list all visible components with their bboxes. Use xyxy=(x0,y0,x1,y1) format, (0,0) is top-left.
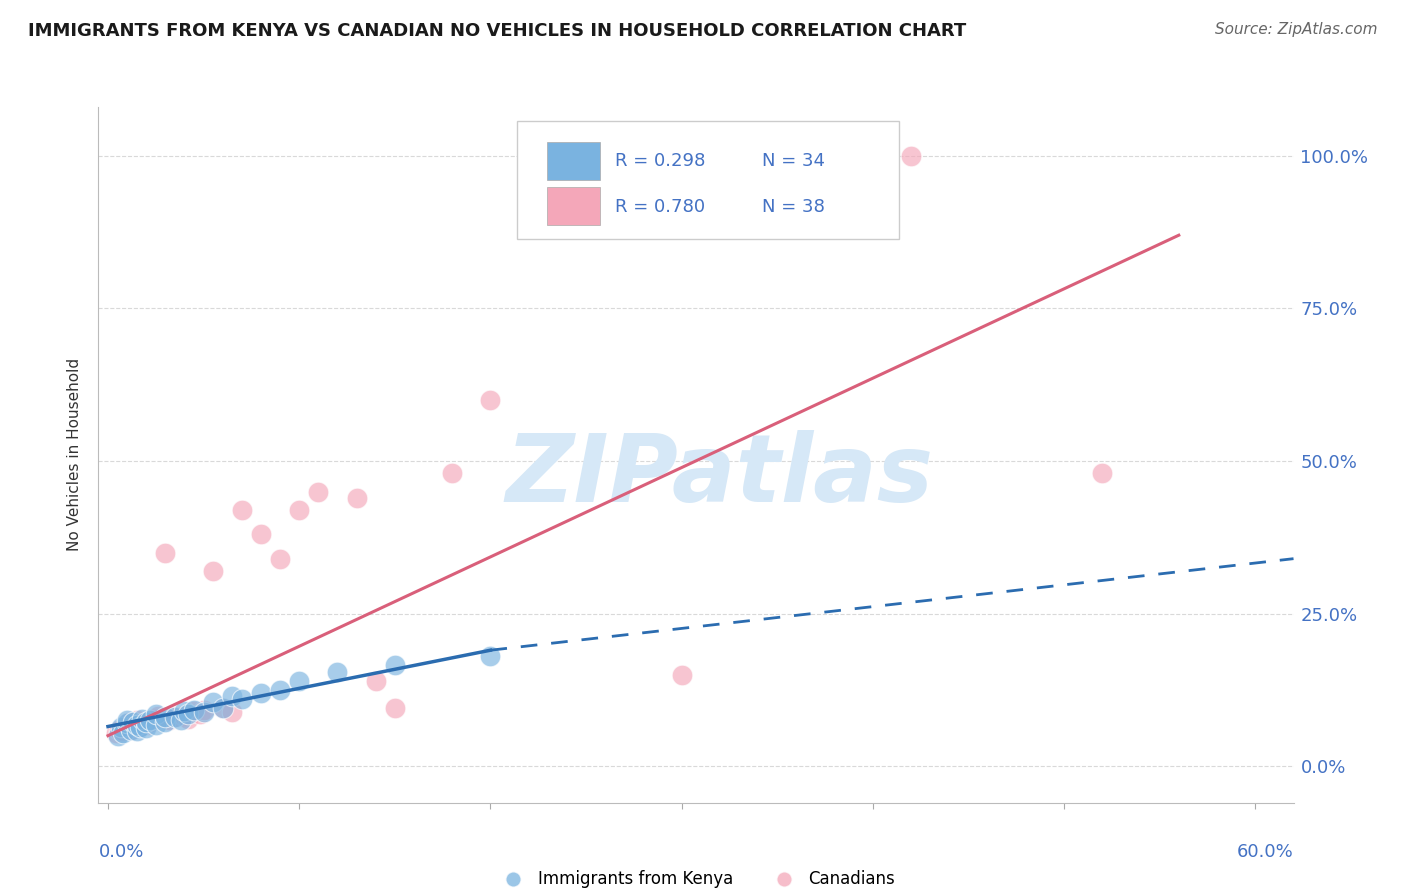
Point xyxy=(346,491,368,505)
Text: R = 0.780: R = 0.780 xyxy=(614,197,704,216)
Y-axis label: No Vehicles in Household: No Vehicles in Household xyxy=(67,359,83,551)
Point xyxy=(125,714,148,728)
Point xyxy=(157,714,180,728)
Point xyxy=(121,715,143,730)
Point xyxy=(221,706,243,720)
Point xyxy=(231,692,253,706)
Point xyxy=(307,484,329,499)
Point xyxy=(211,701,233,715)
Point xyxy=(142,712,165,726)
Text: 60.0%: 60.0% xyxy=(1237,843,1294,861)
Point xyxy=(115,719,138,733)
FancyBboxPatch shape xyxy=(547,142,600,180)
Point xyxy=(146,709,169,723)
Text: Source: ZipAtlas.com: Source: ZipAtlas.com xyxy=(1215,22,1378,37)
Point xyxy=(188,707,211,722)
Point xyxy=(120,723,142,737)
Point xyxy=(269,682,291,697)
Point xyxy=(288,673,311,688)
Point xyxy=(173,704,195,718)
Point xyxy=(145,717,167,731)
Point xyxy=(479,649,502,664)
Point xyxy=(108,723,131,737)
Point xyxy=(163,710,186,724)
Point xyxy=(193,703,215,717)
Point xyxy=(129,719,152,733)
Point xyxy=(155,710,177,724)
Point xyxy=(131,716,153,731)
Point xyxy=(115,714,138,728)
Point xyxy=(110,719,132,733)
Text: 0.0%: 0.0% xyxy=(98,843,143,861)
Point xyxy=(183,703,205,717)
Point xyxy=(183,704,205,718)
Point xyxy=(384,658,406,673)
Legend: Immigrants from Kenya, Canadians: Immigrants from Kenya, Canadians xyxy=(496,871,896,888)
Point xyxy=(193,706,215,720)
Point xyxy=(104,725,127,739)
Point xyxy=(900,149,922,163)
Point xyxy=(231,503,253,517)
Point xyxy=(163,710,186,724)
Point xyxy=(118,715,141,730)
Point xyxy=(384,701,406,715)
Point xyxy=(177,712,200,726)
Point xyxy=(135,715,157,730)
Point xyxy=(177,707,200,722)
Point xyxy=(124,717,146,731)
Text: N = 38: N = 38 xyxy=(762,197,824,216)
Point xyxy=(120,723,142,737)
Point xyxy=(115,716,138,731)
Text: IMMIGRANTS FROM KENYA VS CANADIAN NO VEHICLES IN HOUSEHOLD CORRELATION CHART: IMMIGRANTS FROM KENYA VS CANADIAN NO VEH… xyxy=(28,22,966,40)
Point xyxy=(107,729,129,743)
Point xyxy=(125,717,148,731)
Point xyxy=(441,467,464,481)
Point xyxy=(135,717,157,731)
Point xyxy=(671,667,693,681)
Point xyxy=(135,722,157,736)
Point xyxy=(155,545,177,559)
Text: R = 0.298: R = 0.298 xyxy=(614,153,704,170)
Point xyxy=(250,527,273,541)
Point xyxy=(202,695,225,709)
Point xyxy=(125,723,148,738)
Point xyxy=(202,564,225,578)
Text: ZIPatlas: ZIPatlas xyxy=(506,430,934,522)
Point xyxy=(139,714,162,728)
Point xyxy=(326,665,349,679)
Point xyxy=(1091,467,1114,481)
Point xyxy=(145,707,167,722)
FancyBboxPatch shape xyxy=(517,121,900,239)
Point xyxy=(288,503,311,517)
Point xyxy=(364,673,387,688)
Point xyxy=(221,689,243,703)
FancyBboxPatch shape xyxy=(547,187,600,226)
Text: N = 34: N = 34 xyxy=(762,153,825,170)
Point xyxy=(169,714,191,728)
Point xyxy=(155,715,177,730)
Point xyxy=(112,723,135,738)
Point xyxy=(250,686,273,700)
Point xyxy=(128,719,150,733)
Point xyxy=(269,551,291,566)
Point xyxy=(479,392,502,407)
Point xyxy=(131,712,153,726)
Point xyxy=(112,725,135,739)
Point xyxy=(139,715,162,730)
Point xyxy=(173,709,195,723)
Point xyxy=(211,701,233,715)
